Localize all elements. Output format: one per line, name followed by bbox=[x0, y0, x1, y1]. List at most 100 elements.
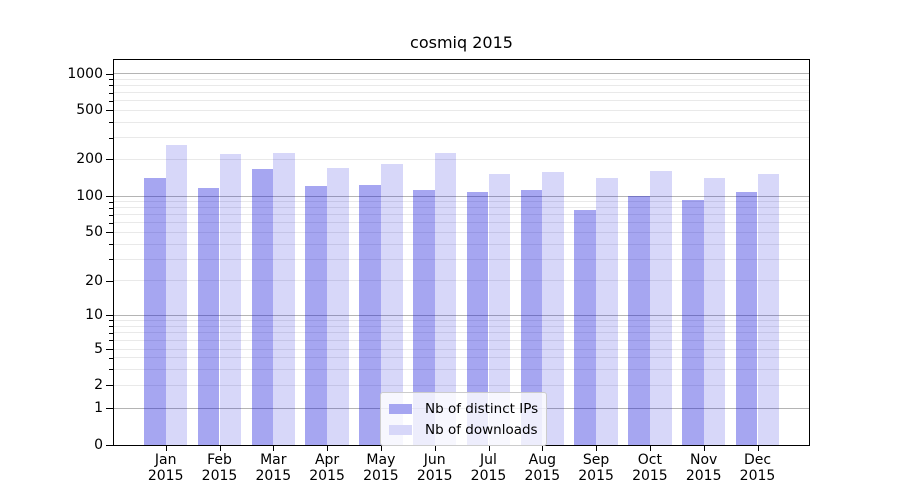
gridline-minor bbox=[114, 258, 809, 260]
y-tick-label: 50 bbox=[85, 224, 103, 241]
y-tick-mark bbox=[106, 445, 113, 446]
y-tick-label: 0 bbox=[94, 437, 103, 453]
gridline-minor bbox=[114, 214, 809, 216]
gridline-minor bbox=[114, 332, 809, 334]
gridline-minor bbox=[114, 100, 809, 102]
gridline-minor bbox=[114, 339, 809, 341]
y-tick-label: 5 bbox=[94, 341, 103, 358]
bar-nb-of-distinct-ips-nov bbox=[681, 200, 704, 445]
y-tick-mark-minor bbox=[109, 222, 113, 224]
gridline-minor bbox=[114, 84, 809, 86]
chart-title: cosmiq 2015 bbox=[410, 33, 513, 52]
x-tick-label: May 2015 bbox=[363, 452, 399, 484]
y-tick-mark bbox=[106, 73, 113, 75]
bar-nb-of-downloads-sep bbox=[596, 177, 618, 445]
x-tick-mark bbox=[649, 446, 651, 451]
y-tick-mark-minor bbox=[109, 79, 113, 81]
bar-nb-of-distinct-ips-aug bbox=[520, 190, 543, 445]
legend-label-distinct-ips: Nb of distinct IPs bbox=[425, 400, 539, 417]
bar-nb-of-downloads-feb bbox=[219, 154, 242, 445]
y-tick-mark bbox=[106, 280, 113, 282]
x-tick-mark bbox=[434, 446, 436, 451]
x-tick-label: Feb 2015 bbox=[201, 452, 238, 484]
y-tick-mark bbox=[106, 349, 113, 351]
y-tick-mark bbox=[106, 408, 113, 410]
y-tick-label: 1 bbox=[94, 400, 103, 417]
y-tick-label: 1000 bbox=[67, 65, 103, 82]
y-tick-mark-minor bbox=[109, 85, 113, 87]
y-tick-mark-minor bbox=[109, 214, 113, 216]
x-tick-label: Jun 2015 bbox=[416, 452, 453, 484]
x-tick-label: Aug 2015 bbox=[524, 452, 561, 484]
y-tick-mark-minor bbox=[109, 357, 113, 359]
gridline-major bbox=[114, 314, 809, 316]
gridline-minor bbox=[114, 78, 809, 80]
plot-area bbox=[113, 59, 810, 446]
y-tick-mark-minor bbox=[109, 340, 113, 342]
x-tick-mark bbox=[380, 446, 382, 451]
gridline-minor bbox=[114, 109, 809, 111]
x-tick-label: Nov 2015 bbox=[685, 452, 722, 484]
x-tick-label: Apr 2015 bbox=[309, 452, 345, 484]
x-tick-label: Oct 2015 bbox=[632, 452, 668, 484]
gridline-minor bbox=[114, 201, 809, 203]
y-tick-mark-minor bbox=[109, 259, 113, 261]
y-tick-label: 200 bbox=[76, 151, 103, 168]
y-tick-mark-minor bbox=[109, 332, 113, 334]
bar-nb-of-downloads-dec bbox=[757, 174, 780, 445]
x-tick-mark bbox=[757, 446, 759, 451]
bar-nb-of-distinct-ips-jan bbox=[143, 178, 166, 445]
gridline-minor bbox=[114, 121, 809, 123]
x-tick-label: Mar 2015 bbox=[255, 452, 292, 484]
gridline-minor bbox=[114, 348, 809, 350]
gridline-minor bbox=[114, 158, 809, 160]
bar-nb-of-downloads-mar bbox=[273, 152, 296, 445]
bar-nb-of-downloads-nov bbox=[703, 178, 726, 445]
y-tick-mark-minor bbox=[109, 207, 113, 209]
y-tick-mark-minor bbox=[109, 326, 113, 328]
x-tick-label: Jul 2015 bbox=[470, 452, 507, 484]
gridline-minor bbox=[114, 384, 809, 386]
gridline-minor bbox=[114, 222, 809, 224]
y-tick-mark-minor bbox=[109, 92, 113, 94]
gridline-minor bbox=[114, 319, 809, 321]
x-tick-mark bbox=[596, 446, 598, 451]
y-tick-label: 20 bbox=[85, 272, 103, 289]
gridline-minor bbox=[114, 92, 809, 94]
y-tick-label: 500 bbox=[76, 102, 103, 119]
gridline-major bbox=[114, 73, 809, 75]
legend-swatch-downloads bbox=[389, 424, 412, 435]
gridline-minor bbox=[114, 207, 809, 209]
legend: Nb of distinct IPs Nb of downloads bbox=[380, 392, 548, 446]
bar-nb-of-distinct-ips-jul bbox=[466, 191, 489, 445]
bar-nb-of-downloads-may bbox=[380, 164, 403, 445]
bar-nb-of-distinct-ips-may bbox=[359, 185, 381, 445]
x-tick-mark bbox=[273, 446, 275, 451]
bar-nb-of-distinct-ips-dec bbox=[735, 191, 758, 445]
gridline-minor bbox=[114, 137, 809, 139]
x-tick-label: Sep 2015 bbox=[578, 452, 614, 484]
y-tick-mark bbox=[106, 315, 113, 317]
bar-nb-of-downloads-aug bbox=[542, 172, 565, 445]
bar-nb-of-distinct-ips-sep bbox=[574, 209, 597, 445]
x-tick-mark bbox=[488, 446, 490, 451]
y-tick-mark-minor bbox=[109, 369, 113, 371]
x-tick-label: Jan 2015 bbox=[147, 452, 184, 484]
y-tick-mark bbox=[106, 110, 113, 112]
y-tick-mark-minor bbox=[109, 122, 113, 124]
bar-nb-of-distinct-ips-jun bbox=[412, 190, 435, 445]
y-tick-mark bbox=[106, 196, 113, 197]
bar-nb-of-distinct-ips-mar bbox=[251, 169, 274, 445]
y-tick-mark-minor bbox=[109, 320, 113, 322]
y-tick-mark-minor bbox=[109, 100, 113, 102]
legend-swatch-distinct-ips bbox=[389, 403, 412, 414]
legend-item-distinct-ips: Nb of distinct IPs bbox=[389, 398, 538, 419]
gridline-minor bbox=[114, 243, 809, 245]
y-tick-label: 10 bbox=[85, 307, 103, 324]
gridline-minor bbox=[114, 325, 809, 327]
y-tick-label: 100 bbox=[76, 188, 103, 204]
gridline-minor bbox=[114, 280, 809, 282]
gridline-minor bbox=[114, 368, 809, 370]
bar-nb-of-downloads-apr bbox=[327, 167, 349, 445]
bar-nb-of-distinct-ips-apr bbox=[305, 185, 328, 445]
